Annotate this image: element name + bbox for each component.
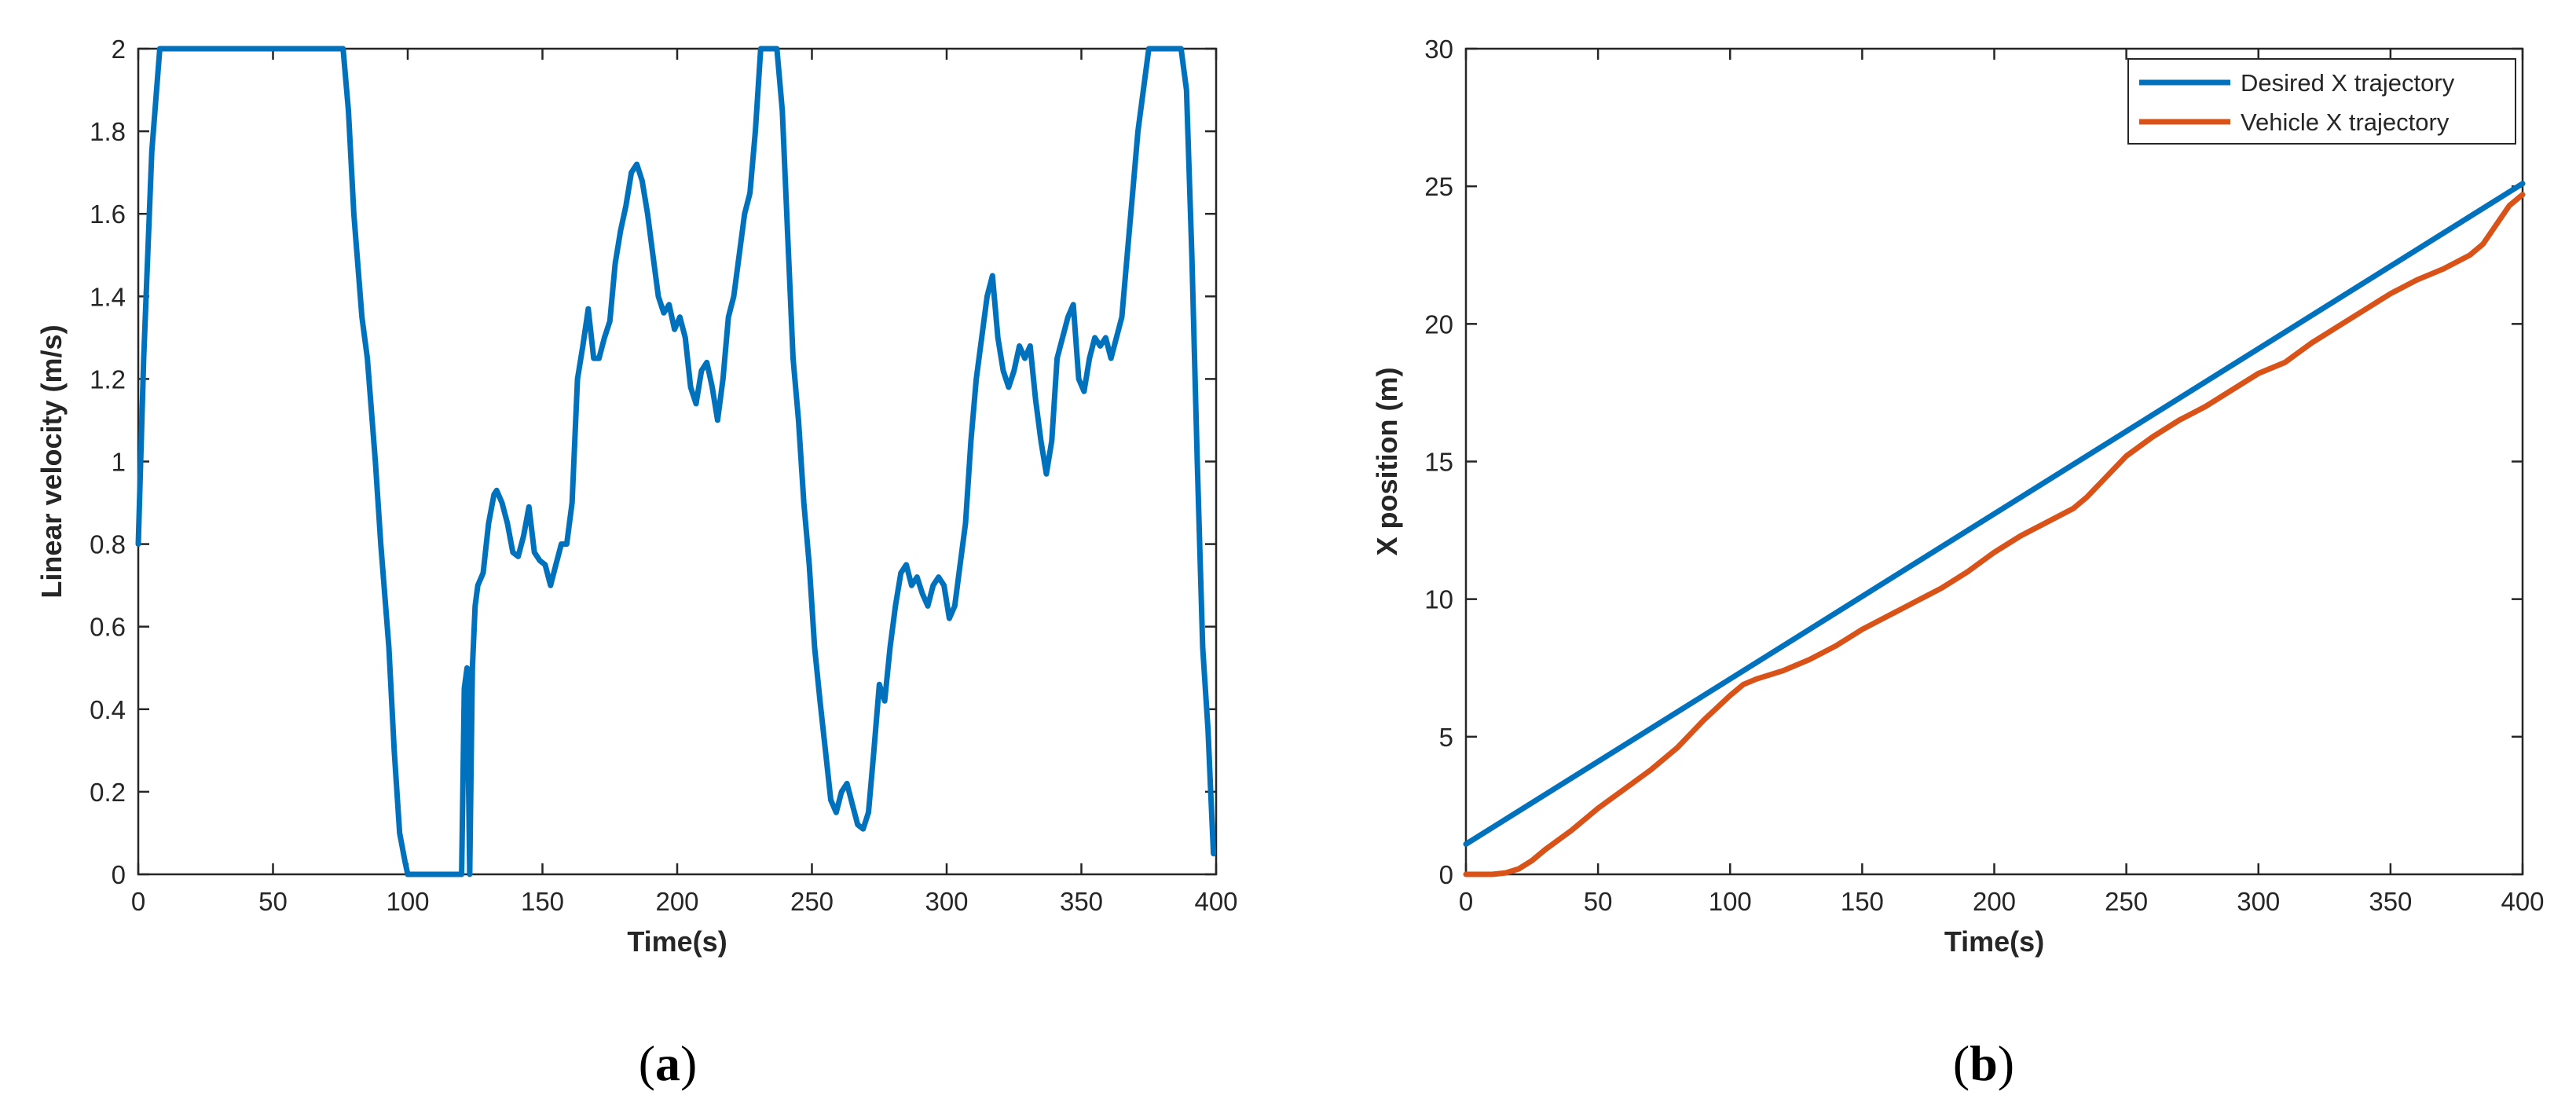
- x-tick-label: 100: [386, 887, 429, 916]
- panel-label-open: (: [1953, 1035, 1970, 1091]
- x-tick-label: 350: [2369, 887, 2412, 916]
- legend-entry: Vehicle X trajectory: [2241, 108, 2450, 136]
- x-tick-label: 350: [1060, 887, 1103, 916]
- y-tick-label: 0: [112, 860, 126, 889]
- y-tick-label: 15: [1424, 448, 1453, 477]
- x-tick-label: 0: [1459, 887, 1473, 916]
- y-tick-label: 0: [1439, 860, 1453, 889]
- legend-box: [2127, 58, 2516, 145]
- x-tick-label: 150: [1841, 887, 1884, 916]
- x-tick-label: 200: [1973, 887, 2016, 916]
- panel-label: (b): [1953, 1035, 2014, 1091]
- x-tick-label: 400: [1194, 887, 1237, 916]
- panel-label-close: ): [1998, 1035, 2014, 1091]
- x-tick-label: 0: [131, 887, 145, 916]
- y-tick-label: 0.8: [90, 530, 126, 559]
- y-tick-label: 1.8: [90, 117, 126, 146]
- panel-label-letter: b: [1970, 1035, 1998, 1091]
- x-tick-label: 50: [1584, 887, 1613, 916]
- panel-label-open: (: [639, 1035, 655, 1091]
- chart-panel-a: 0 50 100 150 200 250 300 350 400 0 0.2 0.4 0.6 0.8 1 1.…: [35, 35, 1238, 1091]
- panel-label-close: ): [680, 1035, 697, 1091]
- y-tick-label: 25: [1424, 172, 1453, 201]
- x-tick-label: 250: [790, 887, 834, 916]
- y-tick-label: 0.2: [90, 778, 126, 807]
- x-tick-label: 250: [2105, 887, 2148, 916]
- series-line-1: [135, 46, 1217, 877]
- y-tick-label: 30: [1424, 35, 1453, 64]
- y-axis-label: X position (m): [1371, 368, 1403, 556]
- y-tick-label: 10: [1424, 585, 1453, 614]
- x-tick-label: 50: [258, 887, 288, 916]
- panel-label: (a): [639, 1035, 698, 1091]
- x-tick-label: 150: [521, 887, 564, 916]
- y-tick-label: 2: [112, 35, 126, 64]
- y-tick-label: 1.2: [90, 365, 126, 394]
- y-tick-label: 0.6: [90, 613, 126, 642]
- y-tick-label: 1.6: [90, 200, 126, 229]
- x-tick-label: 300: [2237, 887, 2280, 916]
- x-axis-label: Time(s): [1944, 925, 2044, 958]
- chart-panel-b: 0 50 100 150 200 250 300 350 400 0 5 10 15 20 25 30 Time…: [1371, 35, 2545, 1091]
- y-tick-label: 0.4: [90, 695, 126, 724]
- y-tick-label: 1.4: [90, 282, 126, 311]
- legend-entry: Desired X trajectory: [2241, 69, 2455, 97]
- y-tick-label: 20: [1424, 310, 1453, 339]
- plot-area: [1464, 47, 2524, 876]
- x-axis-label: Time(s): [627, 925, 727, 958]
- x-tick-label: 300: [925, 887, 968, 916]
- y-tick-label: 1: [112, 448, 126, 477]
- series-line-1: [1463, 181, 2526, 847]
- x-tick-label: 400: [2501, 887, 2544, 916]
- plot-area: [137, 47, 1218, 876]
- x-tick-label: 200: [655, 887, 698, 916]
- legend: Desired X trajectory Vehicle X trajectory: [2127, 58, 2516, 145]
- y-tick-label: 5: [1439, 723, 1453, 752]
- series-line-2: [1463, 192, 2526, 877]
- y-axis-label: Linear velocity (m/s): [35, 324, 68, 598]
- x-tick-label: 100: [1709, 887, 1752, 916]
- panel-label-letter: a: [655, 1035, 680, 1091]
